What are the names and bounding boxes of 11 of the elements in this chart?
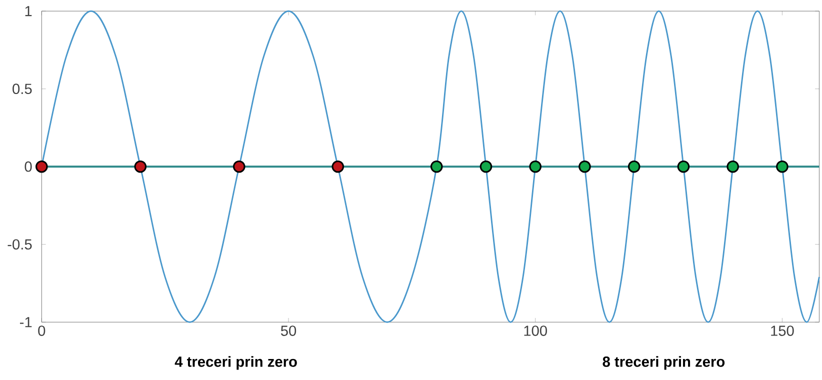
x-tick-label: 50 (280, 325, 296, 336)
text: 4 treceri prin zero (174, 356, 297, 370)
x-tick-label: 0 (38, 325, 46, 336)
y-tick-label: -0.5 (8, 238, 32, 250)
y-tick-label: 0.5 (12, 83, 32, 94)
y-tick-label: 0 (24, 161, 32, 172)
x-tick-label: 150 (771, 325, 794, 336)
y-tick-label: 1 (25, 6, 32, 16)
y-tick-label: -1 (20, 316, 32, 327)
text: 8 treceri prin zero (602, 356, 725, 370)
x-tick-label: 100 (524, 325, 547, 336)
